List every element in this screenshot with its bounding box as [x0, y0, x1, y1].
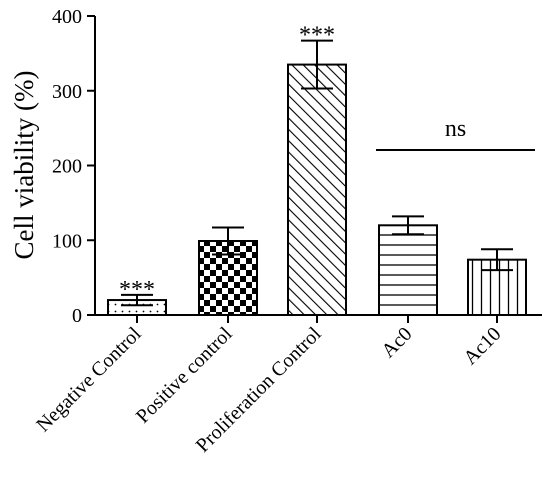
x-tick-label-4: Ac10 [459, 323, 505, 369]
significance-label-0: *** [119, 277, 155, 303]
y-axis-title: Cell viability (%) [9, 71, 39, 260]
y-tick-label-1: 100 [52, 230, 82, 252]
annotations-layer: *** *** ns [119, 23, 535, 303]
bar-3 [378, 224, 438, 316]
x-tick-label-0: Negative Control [32, 323, 146, 437]
y-tick-label-0: 0 [72, 305, 82, 327]
x-tick-label-3: Ac0 [377, 323, 416, 362]
y-axis: 0 100 200 300 400 [52, 6, 96, 327]
y-tick-label-4: 400 [52, 6, 82, 28]
y-tick-label-3: 300 [52, 81, 82, 103]
significance-label-1: *** [299, 23, 335, 49]
bars-layer [107, 39, 527, 317]
bar-2 [287, 63, 347, 317]
comparison-label: ns [445, 116, 466, 142]
y-tick-label-2: 200 [52, 156, 82, 178]
